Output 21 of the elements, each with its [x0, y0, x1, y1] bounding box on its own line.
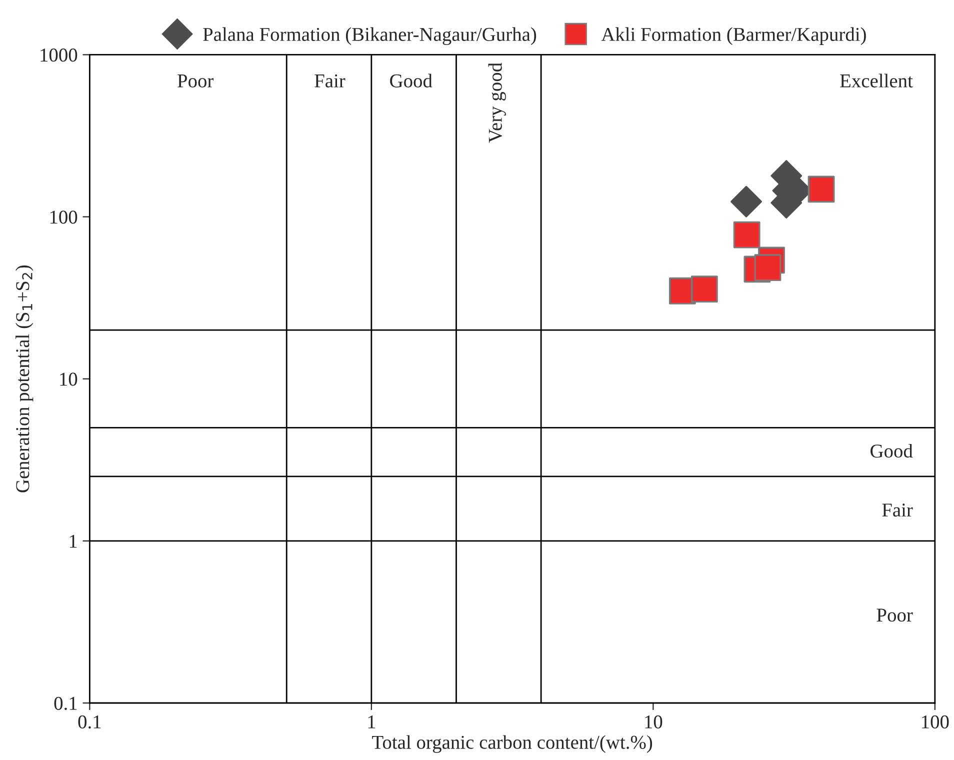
- y-tick-label: 10: [60, 372, 78, 386]
- annotation: Good: [870, 444, 913, 458]
- x-tick-label: 0.1: [78, 715, 101, 729]
- annotation: Poor: [876, 608, 913, 622]
- annotation: Fair: [314, 74, 346, 88]
- y-tick-label: 100: [50, 210, 78, 224]
- legend-label: Palana Formation (Bikaner-Nagaur/Gurha): [203, 27, 536, 45]
- x-tick-label: 10: [645, 715, 662, 728]
- x-axis-title: Total organic carbon content/(wt.%): [372, 735, 652, 753]
- x-tick-label: 1: [368, 715, 376, 728]
- y-tick-label: 1: [70, 534, 77, 548]
- annotation: Very good: [488, 62, 506, 143]
- annotation: Excellent: [840, 74, 913, 88]
- annotation: Fair: [882, 504, 913, 517]
- y-tick-label: 1000: [40, 48, 78, 62]
- y-axis-title: Generation potential (S$_{1}$+S$_{2}$): [16, 266, 34, 492]
- annotation: Good: [390, 74, 432, 88]
- annotation: Poor: [178, 74, 214, 88]
- x-tick-label: 100: [922, 715, 949, 728]
- y-tick-label: 0.1: [54, 696, 77, 710]
- legend-label: Akli Formation (Barmer/Kapurdi): [601, 27, 866, 45]
